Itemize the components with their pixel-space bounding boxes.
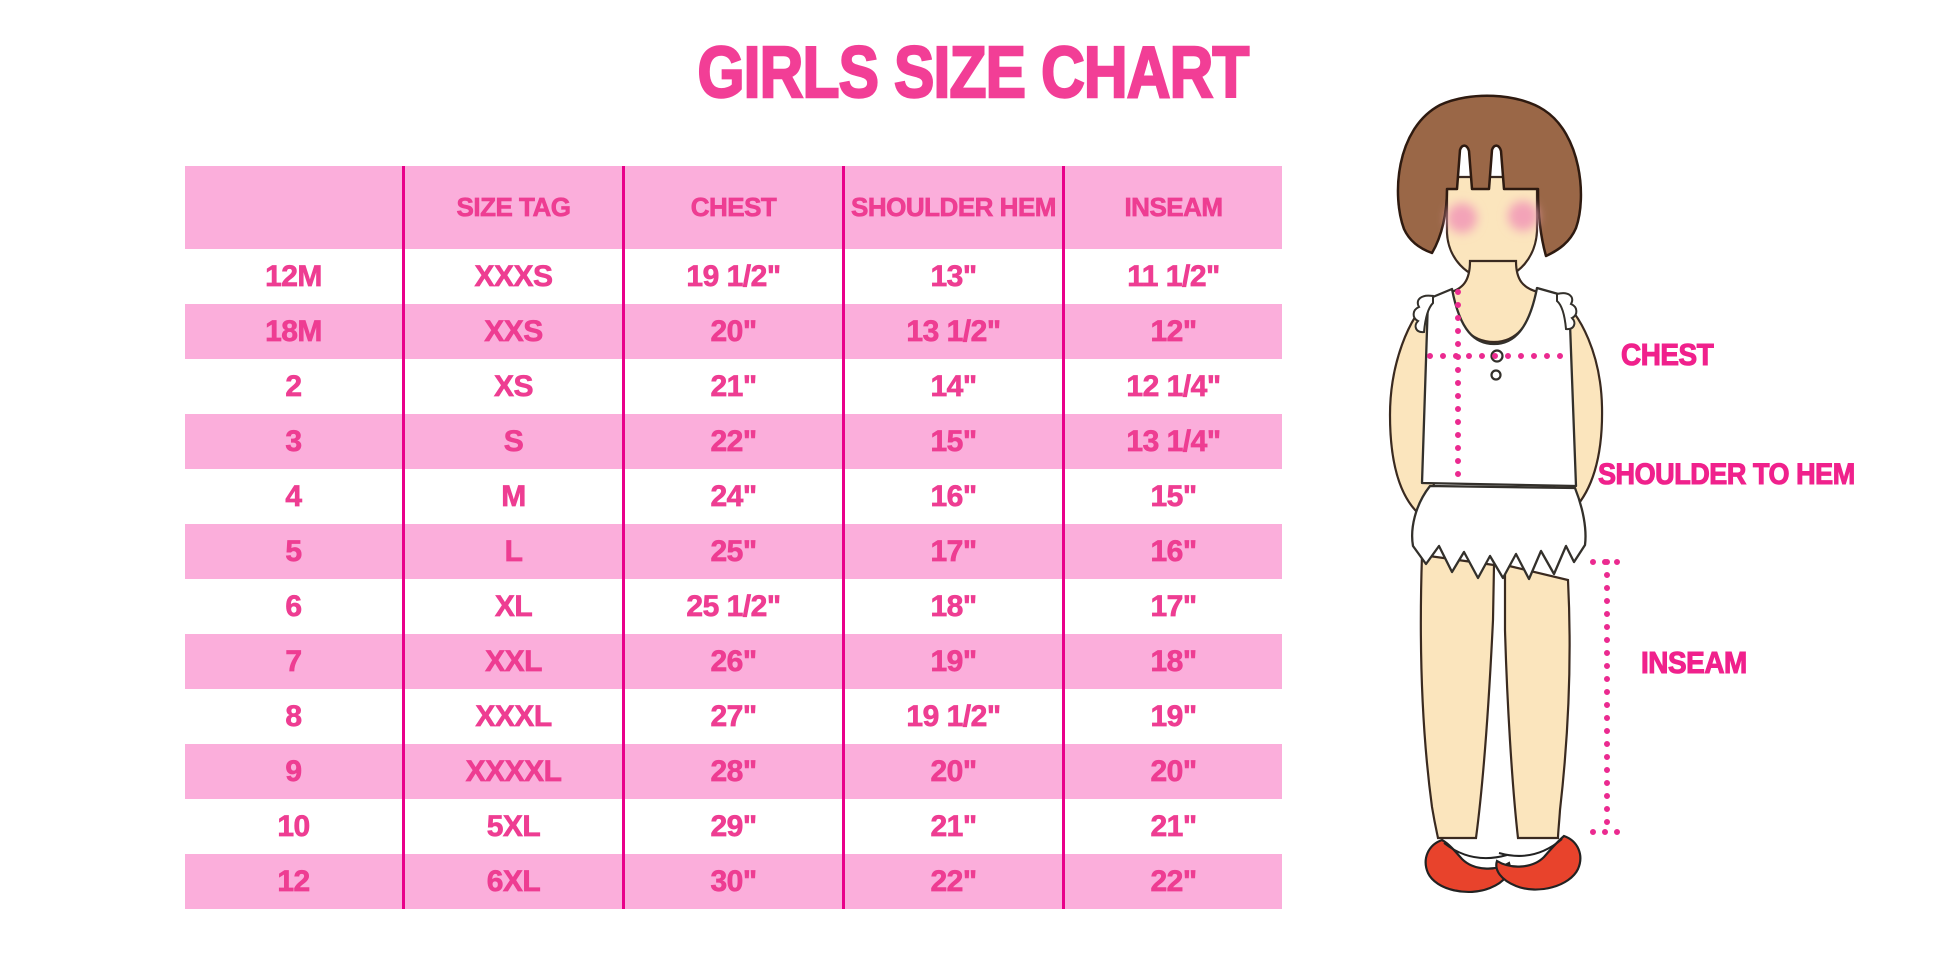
table-cell-r7-c4: 18" (1062, 634, 1282, 689)
table-cell-r10-c2: 29" (622, 799, 844, 854)
table-row-3: 3 S 22" 15" 13 1/4" (185, 414, 1282, 469)
column-header-0 (185, 166, 404, 249)
table-row-9: 9 XXXXL 28" 20" 20" (185, 744, 1282, 799)
blush-right (1508, 201, 1538, 231)
size-chart-header: SIZE TAG CHEST SHOULDER HEM INSEAM (185, 166, 1282, 249)
table-cell-r2-c3: 14" (842, 359, 1064, 414)
table-cell-r5-c2: 25" (622, 524, 844, 579)
table-cell-r2-c1: XS (402, 359, 624, 414)
shoe-right (1495, 834, 1582, 891)
shoulder-to-hem-label: SHOULDER TO HEM (1598, 457, 1856, 491)
column-header-3: SHOULDER HEM (842, 166, 1064, 249)
table-cell-r2-c4: 12 1/4" (1062, 359, 1282, 414)
table-row-4: 4 M 24" 16" 15" (185, 469, 1282, 524)
table-cell-r10-c1: 5XL (402, 799, 624, 854)
shoe-right-strap (1498, 838, 1563, 857)
shoulder-frill-right (1556, 292, 1578, 331)
shoulder-frill-left (1412, 294, 1434, 334)
table-cell-r0-c1: XXXS (402, 249, 624, 304)
table-cell-r0-c4: 11 1/2" (1062, 249, 1282, 304)
table-cell-r6-c4: 17" (1062, 579, 1282, 634)
table-cell-r8-c4: 19" (1062, 689, 1282, 744)
table-cell-r4-c0: 4 (285, 479, 302, 513)
table-cell-r4-c3: 16" (842, 469, 1064, 524)
table-cell-r6-c1: XL (402, 579, 624, 634)
table-cell-r11-c0: 12 (277, 864, 311, 898)
table-cell-r11-c3: 22" (842, 854, 1064, 909)
table-cell-r10-c4: 21" (1062, 799, 1282, 854)
table-cell-r0-c0: 12M (265, 259, 323, 293)
table-cell-r2-c0: 2 (285, 369, 302, 403)
girl-skirt (1411, 484, 1587, 581)
table-cell-r8-c2: 27" (622, 689, 844, 744)
table-cell-r8-c3: 19 1/2" (842, 689, 1064, 744)
table-cell-r8-c0: 8 (285, 699, 302, 733)
table-cell-r5-c4: 16" (1062, 524, 1282, 579)
blush-left (1447, 203, 1477, 233)
table-cell-r0-c3: 13" (842, 249, 1064, 304)
column-header-4: INSEAM (1062, 166, 1282, 249)
header-row: SIZE TAG CHEST SHOULDER HEM INSEAM (185, 166, 1282, 249)
column-header-1: SIZE TAG (402, 166, 624, 249)
table-cell-r1-c0: 18M (265, 314, 323, 348)
table-cell-r1-c4: 12" (1062, 304, 1282, 359)
table-row-1: 18M XXS 20" 13 1/2" 12" (185, 304, 1282, 359)
table-row-7: 7 XXL 26" 19" 18" (185, 634, 1282, 689)
table-cell-r7-c0: 7 (285, 644, 302, 678)
table-cell-r5-c0: 5 (285, 534, 302, 568)
table-cell-r6-c2: 25 1/2" (622, 579, 844, 634)
table-cell-r3-c3: 15" (842, 414, 1064, 469)
table-row-11: 12 6XL 30" 22" 22" (185, 854, 1282, 909)
table-cell-r0-c2: 19 1/2" (622, 249, 844, 304)
table-cell-r7-c2: 26" (622, 634, 844, 689)
table-cell-r5-c1: L (402, 524, 624, 579)
table-cell-r11-c4: 22" (1062, 854, 1282, 909)
top-button-2 (1490, 369, 1502, 381)
size-chart-body: 12M XXXS 19 1/2" 13" 11 1/2" 18M XXS 20" 13 1/2"… (185, 249, 1282, 909)
table-cell-r4-c4: 15" (1062, 469, 1282, 524)
table-cell-r9-c3: 20" (842, 744, 1064, 799)
shoe-left-strap (1443, 842, 1508, 860)
girl-leg-right (1503, 563, 1571, 840)
table-cell-r8-c1: XXXL (402, 689, 624, 744)
table-row-8: 8 XXXL 27" 19 1/2" 19" (185, 689, 1282, 744)
table-cell-r11-c1: 6XL (402, 854, 624, 909)
table-cell-r1-c3: 13 1/2" (842, 304, 1064, 359)
table-row-5: 5 L 25" 17" 16" (185, 524, 1282, 579)
table-cell-r2-c2: 21" (622, 359, 844, 414)
table-row-6: 6 XL 25 1/2" 18" 17" (185, 579, 1282, 634)
chest-label: CHEST (1621, 336, 1715, 372)
table-cell-r5-c3: 17" (842, 524, 1064, 579)
table-cell-r9-c4: 20" (1062, 744, 1282, 799)
girl-illustration (1388, 94, 1620, 893)
table-cell-r4-c1: M (402, 469, 624, 524)
table-row-10: 10 5XL 29" 21" 21" (185, 799, 1282, 854)
table-cell-r3-c1: S (402, 414, 624, 469)
table-cell-r11-c2: 30" (622, 854, 844, 909)
table-cell-r1-c1: XXS (402, 304, 624, 359)
table-cell-r7-c3: 19" (842, 634, 1064, 689)
table-cell-r9-c2: 28" (622, 744, 844, 799)
column-header-2: CHEST (622, 166, 844, 249)
page-title: GIRLS SIZE CHART (696, 33, 1250, 113)
table-cell-r6-c0: 6 (285, 589, 302, 623)
table-cell-r9-c0: 9 (285, 754, 302, 788)
table-cell-r9-c1: XXXXL (402, 744, 624, 799)
table-cell-r1-c2: 20" (622, 304, 844, 359)
table-cell-r3-c2: 22" (622, 414, 844, 469)
table-cell-r7-c1: XXL (402, 634, 624, 689)
table-row-2: 2 XS 21" 14" 12 1/4" (185, 359, 1282, 414)
table-cell-r10-c0: 10 (277, 809, 311, 843)
table-cell-r6-c3: 18" (842, 579, 1064, 634)
girl-hair (1396, 94, 1583, 258)
table-cell-r4-c2: 24" (622, 469, 844, 524)
inseam-label: INSEAM (1641, 644, 1748, 680)
table-cell-r10-c3: 21" (842, 799, 1064, 854)
table-cell-r3-c0: 3 (285, 424, 302, 458)
girl-leg-left (1419, 553, 1496, 840)
size-chart-table: SIZE TAG CHEST SHOULDER HEM INSEAM 12M XXXS 1… (185, 166, 1282, 909)
table-row-0: 12M XXXS 19 1/2" 13" 11 1/2" (185, 249, 1282, 304)
table-cell-r3-c4: 13 1/4" (1062, 414, 1282, 469)
